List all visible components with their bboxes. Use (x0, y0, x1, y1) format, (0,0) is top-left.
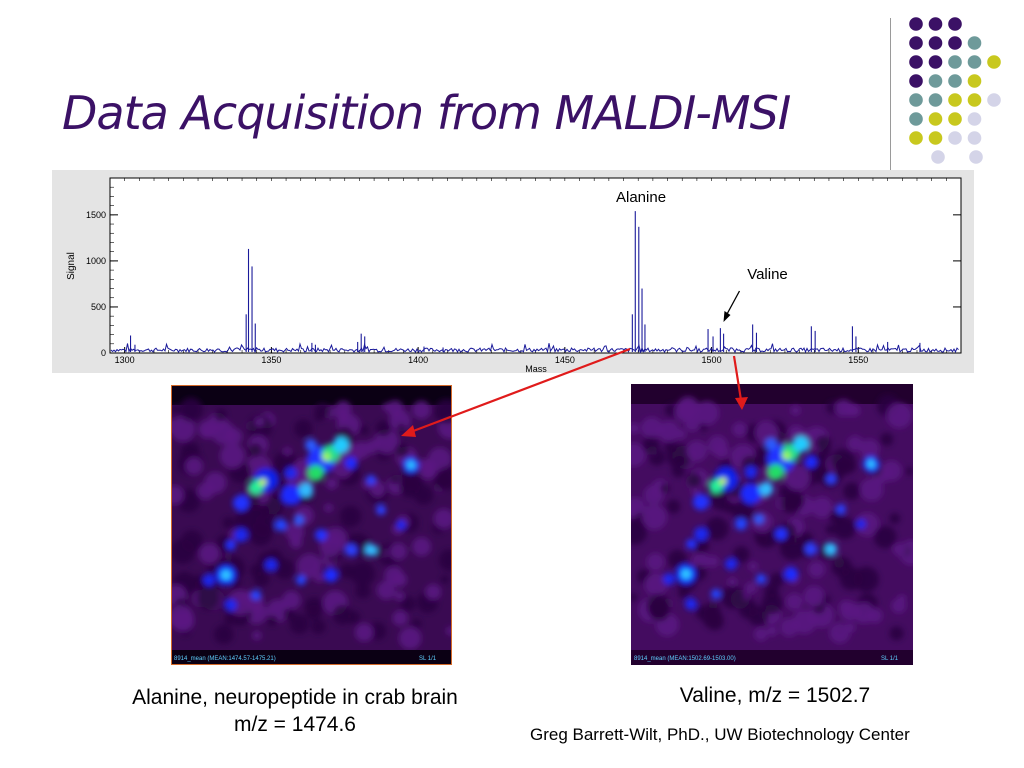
decorative-dot (909, 112, 923, 126)
valine-arrow-head (723, 311, 731, 322)
decorative-dot (948, 36, 962, 50)
axis-ticks: 1300 1350 1400 1450 1500 1550 0 500 1000 1500 (86, 178, 962, 365)
x-tick-label: 1550 (848, 355, 868, 365)
decorative-dot (948, 131, 962, 145)
x-tick-label: 1450 (555, 355, 575, 365)
y-tick-label: 500 (91, 302, 106, 312)
right-image-footer-slice: SL 1/1 (881, 656, 899, 662)
caption-alanine-line2: m/z = 1474.6 (234, 713, 356, 736)
decorative-dot (948, 112, 962, 126)
decorative-dot-grid (909, 17, 1001, 164)
decorative-dot (928, 36, 943, 50)
mass-spectrum-chart: 1300 1350 1400 1450 1500 1550 0 500 1000 1500 Mas… (52, 170, 974, 373)
decorative-dot (909, 36, 923, 50)
decorative-dot (948, 55, 962, 69)
decorative-dot (987, 55, 1001, 69)
decorative-dot (909, 93, 923, 107)
valine-ms-image: 8914_mean (MEAN:1502.69-1503.00) SL 1/1 (631, 384, 913, 665)
decorative-dot (928, 74, 943, 88)
valine-pointer-arrow (725, 290, 741, 316)
decorative-dot (948, 93, 962, 107)
y-tick-label: 1500 (86, 210, 106, 220)
decorative-dot (928, 131, 943, 145)
credit-line: Greg Barrett-Wilt, PhD., UW Biotechnolog… (530, 725, 910, 744)
annotation-alanine: Alanine (616, 189, 666, 206)
decorative-dot (928, 17, 943, 31)
x-tick-label: 1400 (408, 355, 428, 365)
left-image-footer: 8914_mean (MEAN:1474.57-1475.21) (174, 656, 276, 662)
y-axis-label: Signal (66, 252, 77, 280)
decorative-dot (928, 93, 943, 107)
decorative-dot (967, 36, 982, 50)
y-tick-label: 0 (101, 348, 106, 358)
caption-alanine: Alanine, neuropeptide in crab brain m/z … (90, 684, 500, 738)
annotation-valine: Valine (747, 266, 788, 283)
decorative-dot (967, 55, 982, 69)
slide-title: Data Acquisition from MALDI-MSI (62, 86, 791, 140)
alanine-ms-image: 8914_mean (MEAN:1474.57-1475.21) SL 1/1 (171, 385, 452, 665)
decorative-dot (969, 150, 983, 164)
decorative-dot (967, 93, 982, 107)
x-tick-label: 1300 (115, 355, 135, 365)
decorative-dot (967, 74, 982, 88)
right-image-footer: 8914_mean (MEAN:1502.69-1503.00) (634, 656, 736, 662)
x-axis-label: Mass (525, 364, 547, 373)
decorative-dot (948, 17, 962, 31)
decorative-dot (909, 131, 923, 145)
decorative-dot (987, 93, 1001, 107)
decorative-dot (909, 55, 923, 69)
caption-valine: Valine, m/z = 1502.7 (679, 684, 871, 707)
decorative-dot (909, 74, 923, 88)
x-tick-label: 1500 (702, 355, 722, 365)
title-divider (890, 18, 891, 170)
y-tick-label: 1000 (86, 256, 106, 266)
decorative-dot (928, 55, 943, 69)
left-image-footer-slice: SL 1/1 (419, 656, 437, 662)
caption-alanine-line1: Alanine, neuropeptide in crab brain (132, 686, 458, 709)
decorative-dot (909, 17, 923, 31)
decorative-dot (928, 112, 943, 126)
decorative-dot (948, 74, 962, 88)
x-tick-label: 1350 (261, 355, 281, 365)
decorative-dot (931, 150, 945, 164)
decorative-dot (967, 112, 982, 126)
plot-area (109, 177, 962, 354)
decorative-dot (967, 131, 982, 145)
